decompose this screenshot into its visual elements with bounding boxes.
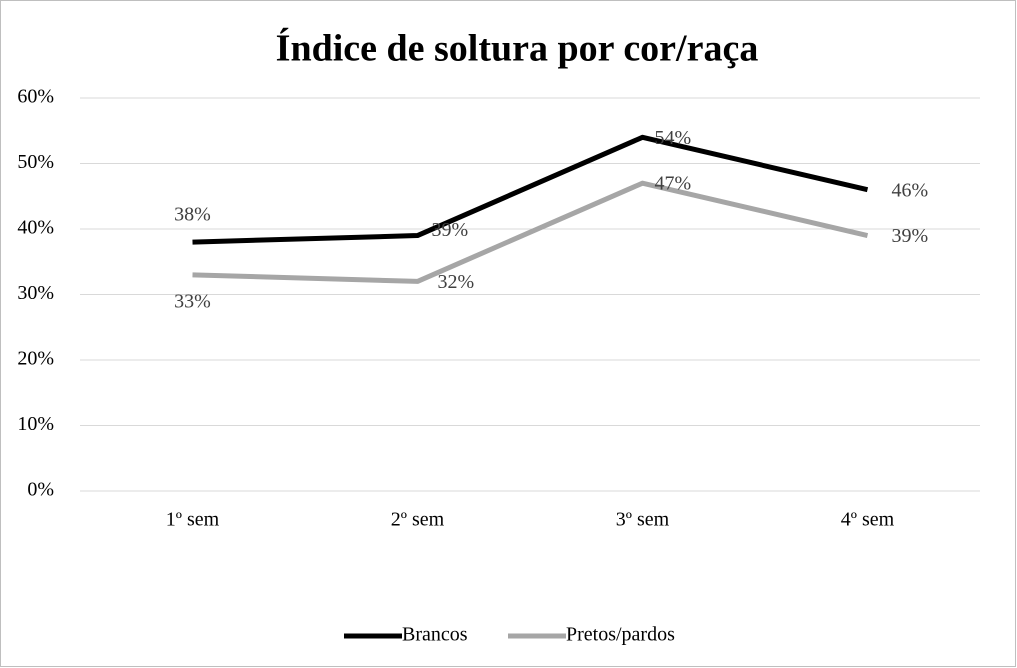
x-tick-label: 2º sem: [391, 509, 445, 531]
y-tick-label: 40%: [17, 217, 54, 239]
data-label: 38%: [174, 204, 211, 226]
y-tick-label: 10%: [17, 413, 54, 435]
data-label: 39%: [892, 225, 929, 247]
x-tick-label: 4º sem: [841, 509, 895, 531]
x-tick-label: 3º sem: [616, 509, 670, 531]
data-label: 54%: [655, 127, 692, 149]
y-tick-label: 60%: [17, 86, 54, 108]
y-tick-label: 20%: [17, 348, 54, 370]
data-label: 39%: [432, 219, 469, 241]
data-label: 32%: [438, 271, 475, 293]
y-tick-label: 0%: [27, 479, 54, 501]
data-label: 46%: [892, 179, 929, 201]
legend-label: Pretos/pardos: [566, 624, 675, 646]
legend-label: Brancos: [402, 624, 468, 646]
series-line: [192, 180, 869, 284]
x-tick-label: 1º sem: [166, 509, 220, 531]
y-tick-label: 50%: [17, 151, 54, 173]
data-label: 33%: [174, 290, 211, 312]
chart-title: Índice de soltura por cor/raça: [276, 28, 759, 70]
y-tick-label: 30%: [17, 282, 54, 304]
data-label: 47%: [655, 173, 692, 195]
series-line: [192, 134, 869, 245]
